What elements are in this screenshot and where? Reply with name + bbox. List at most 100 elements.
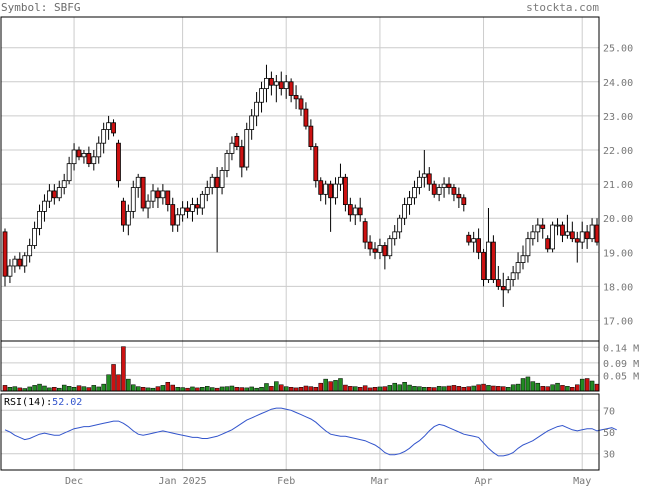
price-tick-label: 18.00 <box>603 282 633 293</box>
volume-bar <box>328 381 333 392</box>
volume-bar <box>441 386 447 392</box>
volume-bar <box>407 384 412 392</box>
candle-down <box>288 81 294 96</box>
volume-bar <box>81 386 87 392</box>
candle-down <box>234 135 240 148</box>
volume-bar <box>323 378 328 392</box>
volume-bar <box>550 384 555 392</box>
candle-down <box>540 224 546 229</box>
volume-bar <box>540 386 545 392</box>
candle-down <box>170 204 176 226</box>
candle-up <box>61 180 67 188</box>
candle-up <box>377 245 383 253</box>
candle-down <box>194 204 200 209</box>
volume-bar <box>76 385 82 392</box>
volume-bar <box>570 387 575 392</box>
volume-bar <box>131 384 136 392</box>
volume-bar <box>476 384 481 392</box>
volume-bar <box>66 386 72 392</box>
volume-bar <box>155 386 161 392</box>
volume-bar <box>264 383 269 392</box>
volume-bar <box>510 384 516 392</box>
volume-bar <box>362 385 368 392</box>
candle-down <box>495 279 501 287</box>
candle-down <box>367 241 373 250</box>
volume-bar <box>466 386 471 392</box>
symbol-label: Symbol: SBFG <box>1 1 80 14</box>
candle-down <box>185 207 190 212</box>
candle-up <box>505 279 511 291</box>
volume-bar <box>353 386 358 392</box>
candle-up <box>535 224 541 233</box>
volume-bar <box>121 346 126 392</box>
candle-down <box>461 197 467 205</box>
candle-down <box>155 190 161 199</box>
volume-bar <box>279 384 284 392</box>
symbol-value: SBFG <box>53 1 81 14</box>
volume-bar <box>313 387 319 392</box>
volume-bar <box>471 385 476 392</box>
volume-bar <box>491 385 496 392</box>
candle-down <box>362 221 368 243</box>
volume-bar <box>52 387 57 392</box>
volume-bar <box>584 378 590 392</box>
candle-up <box>352 207 358 216</box>
candle-up <box>412 187 417 199</box>
candle-up <box>259 88 264 103</box>
candle-down <box>140 176 146 209</box>
volume-bar <box>377 386 383 392</box>
volume-bar <box>333 380 338 392</box>
candle-down <box>342 176 348 205</box>
candle-up <box>32 228 37 246</box>
candle-down <box>293 95 299 100</box>
volume-bar <box>417 386 422 392</box>
candle-up <box>150 190 156 202</box>
volume-bar <box>298 387 304 392</box>
volume-bar <box>589 380 595 392</box>
candle-up <box>333 183 338 199</box>
volume-bar <box>288 387 294 392</box>
volume-bar <box>530 381 536 392</box>
volume-bar <box>338 378 343 392</box>
volume-bar <box>579 378 585 392</box>
candle-up <box>135 176 141 188</box>
candle-down <box>431 183 437 195</box>
candle-up <box>387 238 393 257</box>
candle-down <box>456 193 462 199</box>
price-tick-label: 22.00 <box>603 146 633 157</box>
candle-up <box>7 265 13 277</box>
volume-bar <box>387 385 393 392</box>
x-tick-label: Mar <box>371 476 389 486</box>
candle-down <box>76 149 82 158</box>
panel-frame <box>0 16 600 342</box>
volume-bar <box>535 382 541 392</box>
volume-bar <box>200 387 205 392</box>
candle-up <box>254 101 260 117</box>
price-tick-label: 24.00 <box>603 78 633 89</box>
candle-up <box>530 231 536 240</box>
candle-up <box>525 238 531 257</box>
axis-layer: Dec Jan 2025 Feb Mar Apr May 17.00 18.00 19.00 20… <box>0 16 639 486</box>
candle-down <box>545 238 551 250</box>
volume-tick-label: 0.09 M <box>603 359 639 370</box>
volume-bar <box>481 383 486 392</box>
volume-bar <box>170 384 175 392</box>
volume-bar <box>565 386 570 392</box>
rsi-tick-label: 70 <box>603 406 615 417</box>
rsi-label: RSI(14):52.02 <box>4 397 82 408</box>
volume-bar <box>37 383 42 392</box>
panel-frame <box>0 340 600 392</box>
candle-down <box>116 142 121 182</box>
price-tick-label: 20.00 <box>603 214 633 225</box>
price-panel <box>2 64 600 307</box>
candle-down <box>466 234 472 243</box>
candle-up <box>565 231 570 236</box>
volume-bar <box>402 382 407 392</box>
volume-bar <box>575 384 580 392</box>
candle-up <box>27 245 33 257</box>
candle-up <box>555 224 560 227</box>
price-tick-label: 23.00 <box>603 112 633 123</box>
site-label[interactable]: stockta.com <box>526 1 599 14</box>
volume-bar <box>32 385 37 392</box>
